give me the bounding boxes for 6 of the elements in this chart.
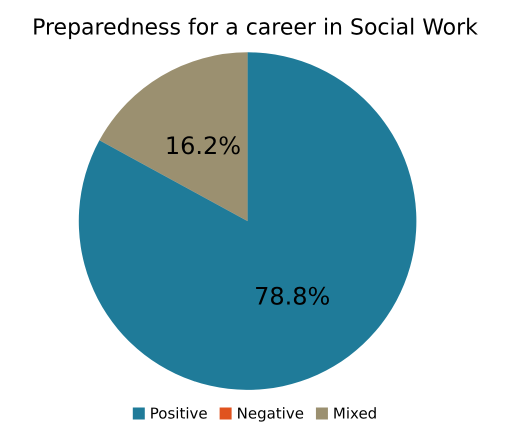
chart-title: Preparedness for a career in Social Work xyxy=(32,16,478,40)
legend-label: Mixed xyxy=(332,404,378,422)
legend-label: Negative xyxy=(236,404,304,422)
legend-label: Positive xyxy=(150,404,208,422)
data-label: 16.2% xyxy=(164,132,242,160)
data-label: 78.8% xyxy=(254,282,330,310)
